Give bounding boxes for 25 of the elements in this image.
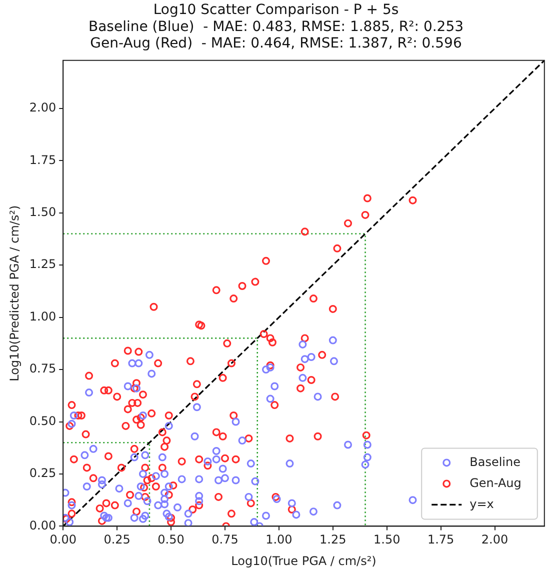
x-tick-label: 2.00 [481,532,508,547]
y-tick-label: 1.00 [29,309,56,324]
y-tick-label: 1.50 [29,205,56,220]
legend-label: y=x [470,496,494,511]
x-tick-label: 1.50 [373,532,400,547]
y-axis-title: Log10(Predicted PGA / cm/s²) [7,205,22,382]
y-tick-label: 0.00 [29,518,56,532]
x-tick-label: 0.00 [50,532,76,547]
x-tick-label: 1.25 [320,532,346,547]
legend-label: Gen-Aug [470,476,522,490]
x-tick-label: 0.25 [104,532,130,547]
y-tick-label: 1.75 [29,152,56,167]
y-tick-label: 0.50 [29,414,56,428]
y-tick-label: 0.75 [29,362,56,376]
legend-label: Baseline [470,454,521,469]
chart-title: Log10 Scatter Comparison - P + 5s [153,2,399,18]
x-tick-label: 0.50 [158,532,184,547]
chart-subtitle: Baseline (Blue) - MAE: 0.483, RMSE: 1.885, R²: 0.253 Gen-Aug (Red) - MAE: 0.464, RMSE: 1.387, R²: 0.596 [88,18,464,52]
y-tick-label: 2.00 [29,100,56,115]
x-axis-title: Log10(True PGA / cm/s²) [231,554,376,568]
y-tick-label: 1.25 [29,257,56,272]
x-tick-label: 1.75 [427,532,454,547]
x-tick-label: 0.75 [212,532,238,547]
y-tick-label: 0.25 [29,466,56,480]
x-tick-label: 1.00 [266,532,292,547]
